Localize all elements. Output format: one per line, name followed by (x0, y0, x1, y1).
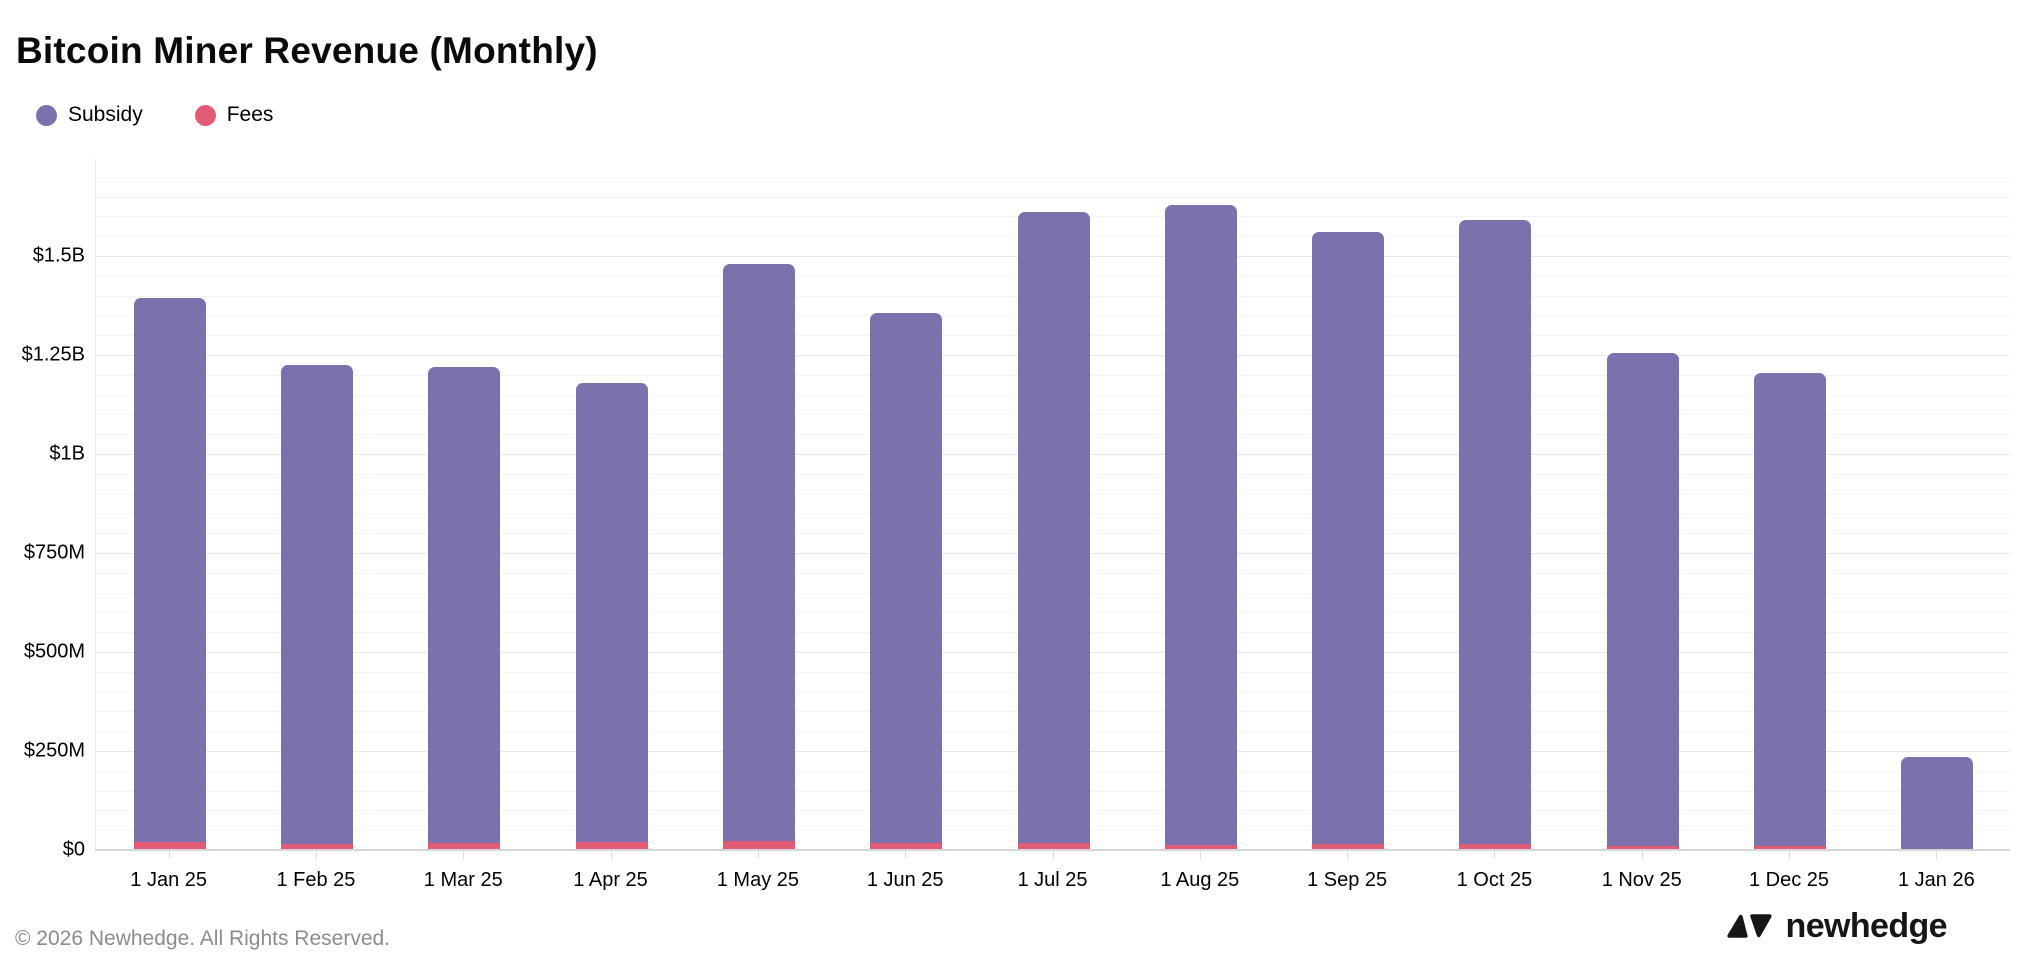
x-axis-tick (757, 851, 759, 859)
bar-1-jun-25[interactable] (870, 313, 943, 850)
bar-segment-subsidy[interactable] (1164, 204, 1237, 850)
x-axis-label: 1 Oct 25 (1456, 869, 1533, 891)
x-axis-tick (463, 851, 465, 859)
bar-segment-subsidy[interactable] (280, 364, 353, 850)
bar-segment-fees[interactable] (575, 842, 648, 850)
x-axis-label: 1 Jan 26 (1897, 869, 1975, 891)
legend-label-fees: Fees (226, 103, 274, 126)
x-axis-tick (1789, 851, 1791, 859)
bar-1-feb-25[interactable] (280, 364, 353, 850)
bar-segment-fees[interactable] (1459, 844, 1532, 850)
copyright-text: © 2026 Newhedge. All Rights Reserved. (15, 927, 391, 950)
bar-1-sep-25[interactable] (1312, 232, 1385, 850)
bar-1-dec-25[interactable] (1754, 372, 1827, 850)
bar-segment-subsidy[interactable] (870, 313, 943, 850)
bar-1-aug-25[interactable] (1164, 204, 1237, 850)
legend: Subsidy Fees (36, 103, 273, 127)
x-axis-line (95, 849, 2010, 851)
bar-segment-subsidy[interactable] (428, 366, 501, 850)
legend-item-fees[interactable]: Fees (194, 103, 274, 127)
bar-1-jan-26[interactable] (1901, 756, 1974, 850)
newhedge-brand[interactable]: newhedge (1726, 905, 1948, 947)
bar-segment-fees[interactable] (1164, 844, 1237, 850)
y-axis-label: $250M (23, 739, 85, 762)
bar-segment-fees[interactable] (280, 844, 353, 850)
x-axis-tick (1641, 851, 1643, 859)
x-axis-label: 1 May 25 (716, 869, 799, 891)
x-axis-tick (168, 851, 170, 859)
y-axis-label: $1B (49, 442, 85, 465)
x-axis-label: 1 Jan 25 (130, 869, 207, 891)
x-axis-tick (315, 851, 317, 859)
legend-item-subsidy[interactable]: Subsidy (36, 103, 143, 127)
bar-1-may-25[interactable] (722, 263, 795, 850)
legend-label-subsidy: Subsidy (68, 103, 143, 126)
x-axis-label: 1 Nov 25 (1601, 869, 1682, 891)
bar-segment-subsidy[interactable] (722, 263, 795, 850)
bar-chart-plot-area (95, 158, 2010, 850)
y-axis-label: $0 (62, 838, 85, 861)
x-axis-label: 1 Jun 25 (866, 869, 944, 891)
bar-1-nov-25[interactable] (1606, 353, 1679, 850)
bar-segment-fees[interactable] (428, 842, 501, 850)
y-axis-label: $1.5B (32, 244, 85, 267)
page-title: Bitcoin Miner Revenue (Monthly) (16, 30, 598, 71)
bar-segment-fees[interactable] (722, 841, 795, 850)
bar-segment-subsidy[interactable] (575, 383, 648, 850)
x-axis-label: 1 Mar 25 (423, 869, 503, 891)
bar-segment-subsidy[interactable] (1901, 756, 1974, 850)
y-axis-label: $1.25B (21, 343, 85, 366)
x-axis-label: 1 Sep 25 (1307, 869, 1388, 891)
x-axis-tick (1347, 851, 1349, 859)
bar-segment-fees[interactable] (1017, 842, 1090, 850)
x-axis-tick (1494, 851, 1496, 859)
y-axis-label: $750M (23, 541, 85, 564)
bar-segment-subsidy[interactable] (1606, 353, 1679, 850)
x-axis-label: 1 Dec 25 (1749, 869, 1830, 891)
x-axis-tick (1936, 851, 1938, 859)
bar-1-apr-25[interactable] (575, 383, 648, 850)
bar-segment-subsidy[interactable] (133, 297, 206, 850)
newhedge-brand-text: newhedge (1785, 906, 1948, 945)
x-axis-label: 1 Feb 25 (276, 869, 356, 891)
bar-1-mar-25[interactable] (428, 366, 501, 850)
bar-segment-fees[interactable] (1606, 846, 1679, 850)
x-axis-label: 1 Aug 25 (1160, 869, 1240, 891)
bar-segment-fees[interactable] (870, 842, 943, 850)
bar-1-jan-25[interactable] (133, 297, 206, 850)
bar-1-jul-25[interactable] (1017, 212, 1090, 850)
bar-segment-fees[interactable] (133, 841, 206, 850)
bar-1-oct-25[interactable] (1459, 220, 1532, 850)
x-axis-tick (905, 851, 907, 859)
x-axis-label: 1 Jul 25 (1017, 869, 1088, 891)
bar-segment-subsidy[interactable] (1754, 372, 1827, 850)
x-axis-tick (610, 851, 612, 859)
x-axis-tick (1052, 851, 1054, 859)
bar-segment-fees[interactable] (1754, 845, 1827, 850)
bar-segment-fees[interactable] (1312, 844, 1385, 850)
fees-legend-dot-icon (194, 104, 216, 126)
minor-gridline (96, 196, 2010, 198)
newhedge-logo-icon (1726, 914, 1772, 938)
x-axis-tick (1199, 851, 1201, 859)
bar-segment-subsidy[interactable] (1459, 220, 1532, 850)
minor-gridline (96, 176, 2010, 178)
bar-segment-subsidy[interactable] (1017, 212, 1090, 850)
subsidy-legend-dot-icon (36, 104, 57, 126)
y-axis-label: $500M (23, 640, 85, 663)
x-axis-label: 1 Apr 25 (573, 869, 648, 891)
bar-segment-subsidy[interactable] (1312, 232, 1385, 850)
